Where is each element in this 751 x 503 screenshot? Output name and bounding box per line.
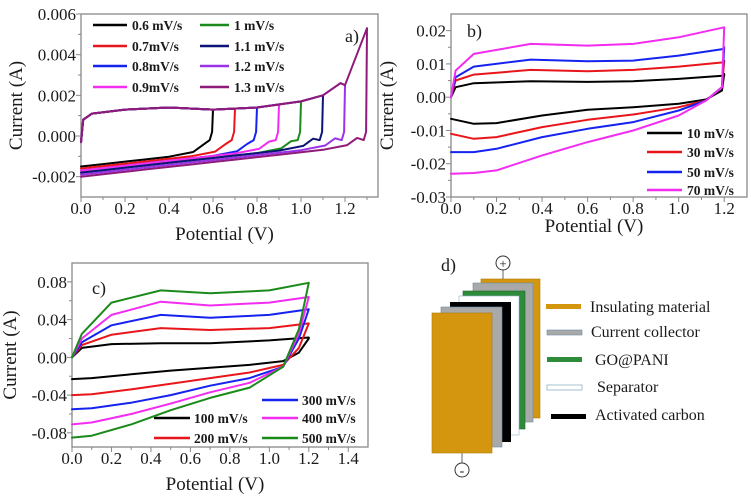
chart-panel-b: 0.0 0.2 0.4 0.6 0.8 1.0 1.2 -0.03 -0.02 -0.01 0.00… (377, 13, 748, 237)
supercapacitor-diagram: d) + - Insulating material Current colle… (431, 255, 711, 479)
x-axis-title: Potential (V) (166, 474, 265, 495)
x-tick-label: 0.0 (70, 199, 91, 218)
y-tick-label: -0.08 (32, 424, 67, 443)
legend-label: 200 mV/s (194, 431, 248, 446)
y-tick-label: -0.01 (411, 121, 446, 140)
x-tick-label: 1.4 (338, 449, 360, 468)
x-tick-label: 1.0 (259, 449, 280, 468)
charts: 0.0 0.2 0.4 0.6 0.8 1.0 1.2 -0.002 0.000 0.002 0.0… (0, 5, 748, 495)
x-tick-label: 1.0 (290, 199, 311, 218)
series-line-400mVs (71, 296, 310, 426)
legend-label: 1.1 mV/s (234, 39, 284, 54)
legend-swatch-collector (546, 329, 583, 336)
negative-terminal-icon (454, 462, 470, 478)
x-tick-label: 1.2 (714, 199, 735, 218)
x-tick-label: 0.8 (246, 199, 267, 218)
series-line-500mVs (71, 281, 310, 439)
y-tick-label: 0.004 (38, 46, 77, 65)
x-tick-label: 0.6 (202, 199, 223, 218)
legend-label-gopani: GO@PANI (595, 352, 669, 369)
legend-label: 100 mV/s (194, 411, 248, 426)
legend-label-carbon: Activated carbon (595, 407, 705, 424)
series-line-1.3mVs (80, 27, 368, 178)
legend-label: 500 mV/s (302, 431, 356, 446)
x-tick-label: 1.2 (334, 199, 355, 218)
legend-label-insulating: Insulating material (590, 299, 711, 316)
legend-label: 1.2 mV/s (234, 59, 284, 74)
x-tick-label: 0.8 (623, 199, 644, 218)
x-tick-label: 0.6 (180, 449, 201, 468)
y-tick-label: 0.00 (37, 348, 67, 367)
x-tick-label: 0.2 (114, 199, 135, 218)
series-line-50mVs (450, 46, 726, 154)
diagram-legend: Insulating material Current collector GO… (546, 299, 711, 424)
y-axis-title: Current (A) (377, 61, 398, 150)
negative-terminal-label: - (460, 464, 465, 479)
legend-label: 400 mV/s (302, 411, 356, 426)
y-axis-title: Current (A) (0, 310, 21, 399)
y-tick-label: 0.04 (37, 311, 67, 330)
legend-label: 10 mV/s (687, 126, 734, 141)
positive-terminal-icon (495, 255, 511, 271)
y-tick-label: 0.006 (38, 5, 76, 24)
y-tick-label: 0.01 (416, 55, 446, 74)
positive-terminal-label: + (499, 256, 506, 271)
legend-label-separator: Separator (597, 379, 659, 396)
panel-label-a: a) (345, 26, 359, 47)
panel-label-b: b) (467, 21, 482, 42)
series-line-300mVs (71, 308, 310, 411)
y-tick-label: -0.03 (411, 188, 446, 207)
chart-panel-c: 0.0 0.2 0.4 0.6 0.8 1.0 1.2 1.4 -0.08 -0.04 0.00 0.… (0, 262, 369, 495)
legend-label: 300 mV/s (302, 393, 356, 408)
x-axis-title: Potential (V) (175, 224, 274, 245)
x-tick-label: 0.4 (158, 199, 180, 218)
legend-label-collector: Current collector (591, 324, 701, 341)
y-tick-label: 0.02 (416, 22, 446, 41)
y-tick-label: -0.02 (411, 155, 446, 174)
x-tick-label: 0.8 (219, 449, 240, 468)
legend-swatch-carbon (551, 414, 586, 419)
series-line-30mVs (450, 59, 726, 140)
x-tick-label: 0.0 (61, 449, 82, 468)
legend-label: 0.8mV/s (132, 59, 179, 74)
legend-swatch-separator (546, 384, 583, 391)
legend-swatch-gopani (547, 357, 582, 362)
panel-label-c: c) (92, 278, 106, 299)
legend-label: 1 mV/s (234, 18, 274, 33)
legend-label: 0.6 mV/s (132, 18, 182, 33)
x-axis-title: Potential (V) (545, 216, 644, 237)
x-tick-label: 0.2 (101, 449, 122, 468)
y-tick-label: -0.002 (32, 168, 76, 187)
legend-label: 30 mV/s (687, 145, 734, 160)
series-line-100mVs (71, 336, 310, 381)
x-tick-label: 0.0 (440, 199, 461, 218)
y-tick-label: -0.04 (32, 386, 68, 405)
x-tick-label: 0.4 (140, 449, 162, 468)
x-tick-label: 1.0 (668, 199, 689, 218)
x-tick-label: 0.2 (486, 199, 507, 218)
plot-frame (80, 13, 379, 198)
legend-label: 0.7mV/s (132, 39, 179, 54)
plot-frame (450, 13, 748, 198)
series-line-10mVs (450, 72, 726, 125)
legend-label: 50 mV/s (687, 165, 734, 180)
series-line-200mVs (71, 322, 310, 397)
legend-label: 0.9mV/s (132, 80, 179, 95)
y-tick-label: 0.00 (416, 88, 446, 107)
legend-label: 1.3 mV/s (234, 80, 284, 95)
x-tick-label: 0.4 (531, 199, 553, 218)
series-line-70mVs (450, 26, 726, 175)
x-tick-label: 1.2 (298, 449, 319, 468)
legend-swatch-insulating (546, 304, 581, 309)
panel-label-d: d) (441, 255, 456, 276)
front-insulating-layer (431, 312, 493, 454)
legend-label: 70 mV/s (687, 183, 734, 198)
y-tick-label: 0.000 (38, 127, 76, 146)
y-axis-title: Current (A) (6, 61, 27, 150)
x-tick-label: 0.6 (577, 199, 598, 218)
y-tick-label: 0.002 (38, 86, 76, 105)
y-tick-label: 0.08 (37, 273, 67, 292)
chart-panel-a: 0.0 0.2 0.4 0.6 0.8 1.0 1.2 -0.002 0.000 0.002 0.0… (6, 5, 379, 245)
